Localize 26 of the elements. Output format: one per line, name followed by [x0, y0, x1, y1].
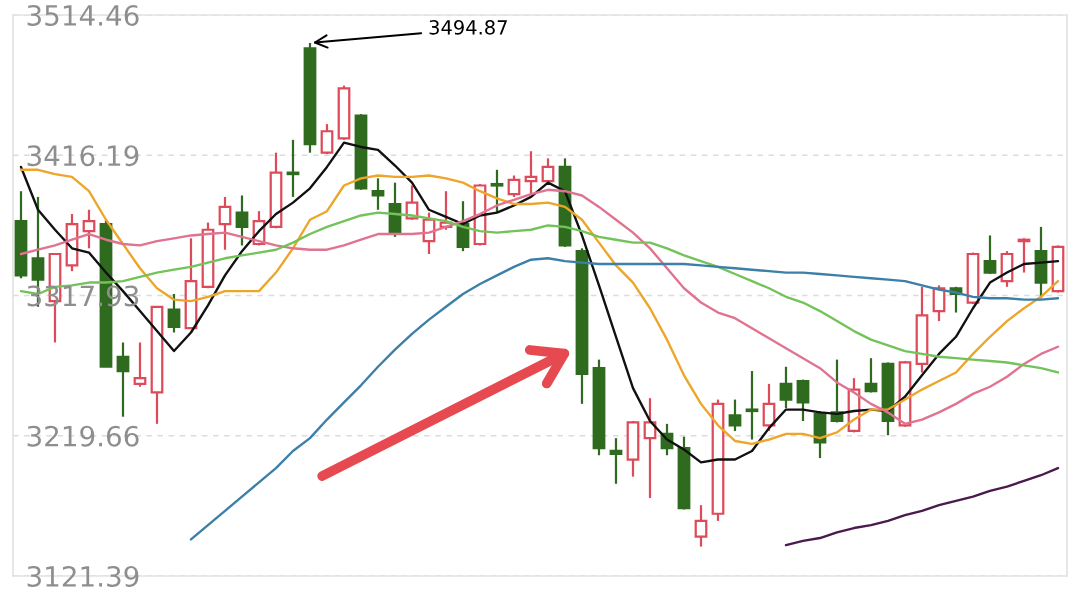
candlestick: [728, 398, 742, 433]
annotation: 3494.87: [429, 20, 507, 35]
y-tick-label: 3121.39: [27, 565, 139, 587]
candlestick: [82, 208, 96, 250]
candlestick: [167, 292, 181, 334]
y-tick-label: 3514.46: [27, 4, 139, 26]
candlestick: [796, 378, 810, 423]
candlestick: [116, 341, 130, 418]
candlestick: [864, 357, 878, 394]
candlestick: [320, 123, 334, 156]
candlestick: [779, 365, 793, 410]
candlestick: [235, 194, 249, 247]
y-tick-label: 3416.19: [27, 145, 139, 167]
candlestick: [609, 437, 623, 485]
candlestick: [507, 174, 521, 199]
candlestick: [983, 234, 997, 276]
candlestick: [745, 369, 759, 441]
line-series: [784, 466, 1060, 547]
candlestick: [218, 195, 232, 251]
line-series: [189, 257, 1060, 541]
candlestick: [524, 150, 538, 196]
candlestick: [490, 168, 504, 214]
candlestick: [371, 177, 385, 211]
y-tick-label: 3219.66: [27, 425, 139, 447]
candlestick: [133, 341, 147, 388]
candlestick: [694, 504, 708, 548]
